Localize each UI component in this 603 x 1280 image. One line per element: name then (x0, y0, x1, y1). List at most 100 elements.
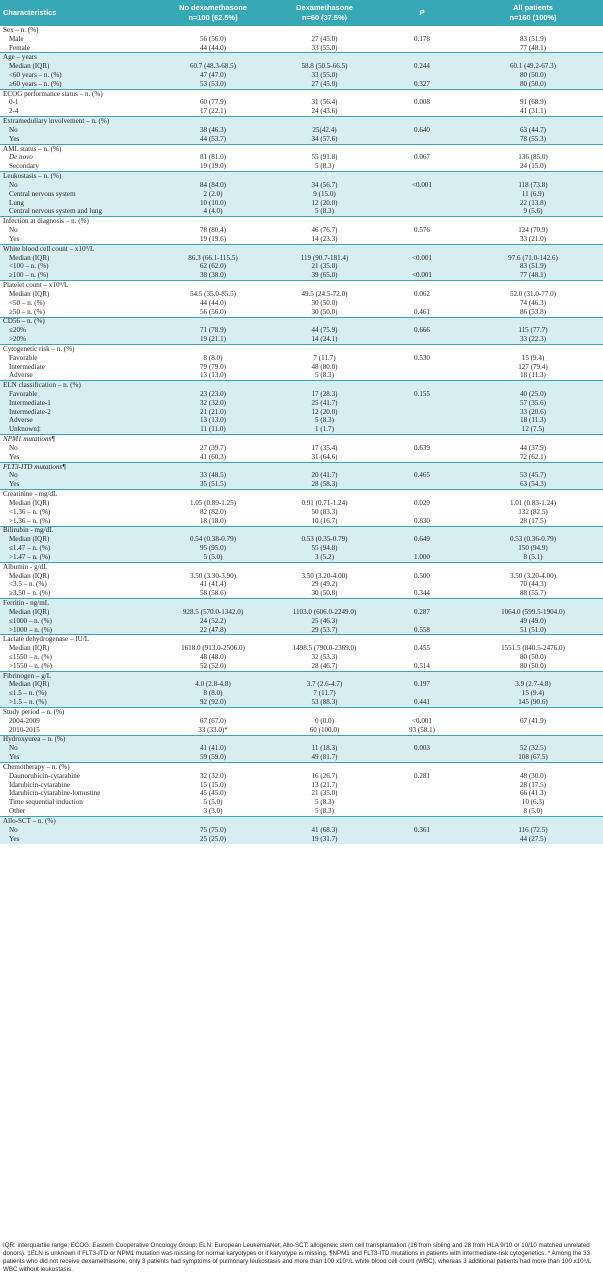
no-dexamethasone-cell: 38 (38.0) (158, 271, 268, 281)
p-value-cell: 1.000 (381, 553, 463, 563)
no-dexamethasone-cell (158, 561, 268, 572)
p-value-cell (381, 298, 463, 308)
no-dexamethasone-cell (158, 707, 268, 717)
p-value-cell (381, 198, 463, 208)
row-label: Sex – n. (%) (0, 24, 158, 35)
group-heading-row: Platelet count – x10⁹/L (0, 280, 603, 291)
table-row: ≤1550 – n. (%) 48 (48.0) 32 (53.3) 80 (50.0… (0, 653, 603, 662)
all-patients-cell (463, 316, 603, 327)
group-heading-row: Age – years (0, 52, 603, 63)
p-value-cell: 0.244 (381, 62, 463, 72)
table-row: No 78 (80.4) 46 (76.7) 0.576 124 (70.9) (0, 226, 603, 236)
row-label: Yes (0, 480, 158, 490)
row-label: <1.36 – n. (%) (0, 507, 158, 517)
all-patients-cell (463, 561, 603, 572)
group-heading-row: Fibrinogen – g/L (0, 670, 603, 681)
table-row: Yes 44 (53.7) 34 (57.6) 78 (55.3) (0, 134, 603, 145)
no-dexamethasone-cell: 62 (62.0) (158, 262, 268, 272)
row-label: >20% (0, 335, 158, 345)
row-label: No (0, 744, 158, 754)
characteristics-table: Characteristics No dexamethasone n=100 (… (0, 0, 603, 844)
dexamethasone-cell: 39 (65.0) (268, 271, 381, 281)
row-label: Central nervous system (0, 189, 158, 199)
group-heading-row: Albumin - g/dL (0, 561, 603, 572)
all-patients-cell (463, 434, 603, 445)
p-value-cell: 0.441 (381, 698, 463, 708)
all-patients-cell (463, 816, 603, 826)
no-dexamethasone-cell (158, 88, 268, 99)
no-dexamethasone-cell (158, 216, 268, 227)
table-row: >1.36 – n. (%) 18 (18.0) 10 (16.7) 0.830 28 … (0, 516, 603, 527)
no-dexamethasone-cell: 44 (44.0) (158, 298, 268, 308)
row-label: ≤20% (0, 326, 158, 336)
all-patients-cell: 33 (22.3) (463, 335, 603, 345)
row-label: Fibrinogen – g/L (0, 670, 158, 681)
no-dexamethasone-cell: 17 (22.1) (158, 107, 268, 117)
all-patients-cell: 78 (55.3) (463, 134, 603, 145)
group-heading-row: AML status – n. (%) (0, 143, 603, 154)
all-patients-cell: 8 (5.0) (463, 807, 603, 817)
row-label: Ferritin - ng/mL (0, 598, 158, 608)
no-dexamethasone-cell (158, 116, 268, 127)
group-heading-row: ECOG performance status – n. (%) (0, 88, 603, 99)
no-dexamethasone-cell: 8 (8.0) (158, 689, 268, 699)
dexamethasone-cell: 27 (45.0) (268, 34, 381, 44)
p-value-cell (381, 134, 463, 145)
all-patients-cell: 132 (82.5) (463, 507, 603, 517)
row-label: Adverse (0, 416, 158, 426)
dexamethasone-cell: 14 (24.1) (268, 335, 381, 345)
no-dexamethasone-cell: 5 (5.0) (158, 553, 268, 563)
p-value-cell (381, 335, 463, 345)
all-patients-cell: 18 (11.3) (463, 416, 603, 426)
table-row: No 33 (48.5) 20 (41.7) 0.465 53 (45.7) (0, 471, 603, 481)
all-patients-cell: 44 (37.9) (463, 444, 603, 453)
dexamethasone-cell (268, 24, 381, 35)
no-dexamethasone-cell: 1.05 (0.89-1.25) (158, 499, 268, 508)
table-row: 0-1 60 (77.9) 31 (56.4) 0.008 91 (68.9) (0, 98, 603, 108)
no-dexamethasone-cell: 19 (21.1) (158, 335, 268, 345)
row-label: Median (IQR) (0, 644, 158, 654)
p-value-cell (381, 407, 463, 417)
table-row: No 41 (41.0) 11 (18.3) 0.003 52 (32.5) (0, 744, 603, 754)
no-dexamethasone-cell (158, 598, 268, 608)
p-value-cell (381, 452, 463, 463)
p-value-cell: 0.344 (381, 589, 463, 599)
group-heading-row: Bilirubin - mg/dL (0, 525, 603, 536)
dexamethasone-cell: 0 (0.0) (268, 716, 381, 726)
no-dexamethasone-cell: 10 (10.0) (158, 198, 268, 208)
no-dexamethasone-cell: 928.5 (570.0-1342.0) (158, 608, 268, 617)
row-label: Median (IQR) (0, 62, 158, 72)
p-value-cell (381, 262, 463, 272)
no-dexamethasone-cell: 59 (59.0) (158, 753, 268, 763)
dexamethasone-cell: 46 (76.7) (268, 226, 381, 236)
table-row: Adverse 13 (13.0) 5 (8.3) 18 (11.3) (0, 371, 603, 381)
table-row: Yes 19 (19.6) 14 (23.3) 33 (21.0) (0, 235, 603, 245)
p-value-cell (381, 489, 463, 500)
row-label: Age – years (0, 52, 158, 63)
no-dexamethasone-cell: 25 (25.0) (158, 834, 268, 844)
p-value-cell: <0.001 (381, 253, 463, 263)
all-patients-cell: 150 (94.9) (463, 544, 603, 554)
row-label: ≥3.50 – n. (%) (0, 589, 158, 599)
p-value-cell: 0.067 (381, 153, 463, 163)
no-dexamethasone-cell (158, 489, 268, 500)
all-patients-cell (463, 489, 603, 500)
p-value-cell (381, 398, 463, 408)
p-value-cell: 0.003 (381, 744, 463, 754)
no-dexamethasone-cell: 13 (13.0) (158, 371, 268, 381)
dexamethasone-cell: 28 (58.3) (268, 480, 381, 490)
row-label: Central nervous system and lung (0, 207, 158, 217)
row-label: ELN classification – n. (%) (0, 380, 158, 391)
no-dexamethasone-cell (158, 634, 268, 645)
all-patients-cell (463, 634, 603, 645)
row-label: De novo (0, 153, 158, 163)
dexamethasone-cell: 31 (56.4) (268, 98, 381, 108)
dexamethasone-cell: 9 (15.0) (268, 189, 381, 199)
p-value-cell: 0.281 (381, 771, 463, 781)
table-row: No 75 (75.0) 41 (68.3) 0.361 116 (72.5) (0, 825, 603, 835)
row-label: Favorable (0, 390, 158, 399)
no-dexamethasone-cell: 60 (77.9) (158, 98, 268, 108)
dexamethasone-cell (268, 243, 381, 254)
row-label: Albumin - g/dL (0, 561, 158, 572)
no-dexamethasone-cell: 32 (32.0) (158, 771, 268, 781)
